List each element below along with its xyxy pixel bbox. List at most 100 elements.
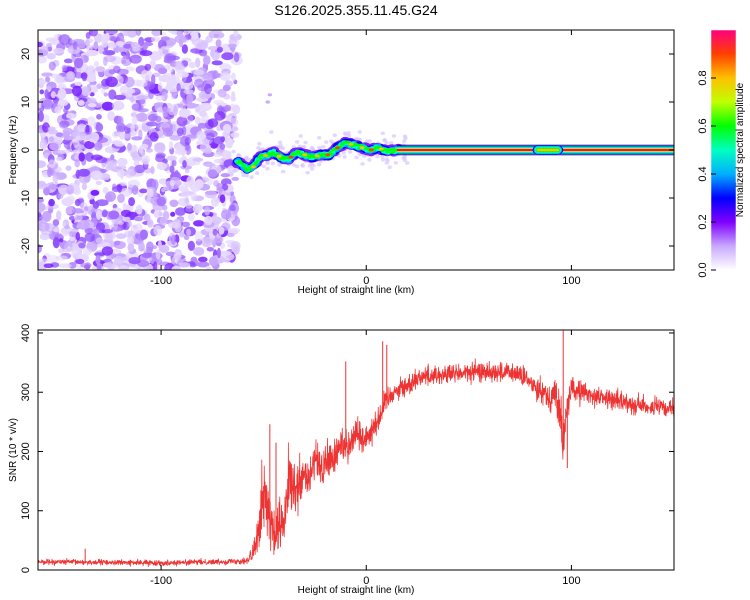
track-halo-speck bbox=[347, 150, 353, 154]
noise-speckle bbox=[126, 30, 138, 38]
noise-speckle bbox=[52, 227, 60, 233]
noise-speckle bbox=[158, 244, 170, 253]
track-band-blob bbox=[390, 147, 394, 151]
noise-speckle bbox=[159, 216, 168, 226]
noise-speckle bbox=[94, 142, 103, 151]
noise-speckle bbox=[93, 41, 99, 50]
y-tick-label: 400 bbox=[20, 324, 32, 342]
noise-speckle bbox=[119, 132, 125, 140]
noise-speckle bbox=[117, 193, 125, 203]
noise-speckle bbox=[182, 160, 187, 168]
noise-speckle bbox=[170, 179, 175, 187]
noise-speckle bbox=[86, 38, 94, 44]
noise-speckle bbox=[225, 80, 233, 87]
track-halo-speck bbox=[309, 145, 315, 150]
noise-speckle bbox=[78, 152, 85, 162]
noise-speckle bbox=[41, 223, 47, 232]
noise-speckle bbox=[117, 265, 130, 270]
noise-speckle bbox=[130, 97, 135, 103]
noise-speckle bbox=[157, 67, 168, 75]
noise-speckle bbox=[120, 51, 127, 57]
track-halo-speck bbox=[384, 161, 389, 165]
noise-speckle bbox=[145, 148, 154, 153]
track-halo-speck bbox=[393, 161, 398, 165]
colorbar-gradient bbox=[711, 30, 736, 270]
noise-speckle bbox=[50, 91, 56, 99]
noise-speckle bbox=[146, 188, 154, 199]
noise-speckle bbox=[232, 104, 241, 115]
noise-speckle bbox=[116, 169, 126, 178]
track-band-blob bbox=[255, 162, 259, 165]
track-halo-speck bbox=[389, 141, 394, 145]
noise-speckle bbox=[77, 220, 90, 230]
noise-speckle bbox=[95, 180, 103, 186]
noise-speckle bbox=[38, 55, 47, 64]
colorbar-tick-label: 0.0 bbox=[697, 262, 709, 277]
noise-speckle bbox=[168, 141, 174, 150]
y-tick-label: 100 bbox=[20, 502, 32, 520]
noise-speckle bbox=[203, 162, 216, 167]
noise-speckle bbox=[87, 97, 97, 104]
noise-speckle bbox=[92, 228, 101, 235]
noise-speckle bbox=[48, 159, 56, 169]
noise-speckle bbox=[215, 39, 222, 48]
noise-speckle bbox=[209, 238, 215, 243]
track-halo-speck bbox=[297, 144, 302, 149]
noise-speckle bbox=[218, 226, 225, 235]
noise-speckle bbox=[151, 36, 161, 43]
noise-speckle bbox=[38, 258, 49, 264]
noise-speckle bbox=[151, 30, 162, 37]
noise-speckle bbox=[146, 121, 158, 127]
noise-speckle bbox=[181, 44, 188, 54]
noise-speckle bbox=[138, 241, 145, 252]
noise-speckle bbox=[157, 82, 163, 92]
track-halo-speck bbox=[332, 133, 337, 137]
noise-speckle bbox=[43, 263, 54, 269]
noise-speckle bbox=[206, 78, 214, 85]
noise-speckle bbox=[55, 156, 63, 162]
noise-speckle bbox=[95, 66, 105, 73]
noise-speckle bbox=[52, 174, 59, 183]
track-band-blob bbox=[248, 168, 253, 171]
track-halo-speck bbox=[362, 154, 367, 158]
noise-speckle bbox=[69, 215, 76, 221]
track-band-blob bbox=[389, 151, 393, 154]
noise-speckle bbox=[216, 233, 222, 239]
noise-speckle bbox=[48, 208, 53, 214]
noise-speckle bbox=[224, 252, 235, 261]
noise-speckle bbox=[52, 47, 65, 54]
noise-speckle bbox=[38, 213, 43, 221]
noise-speckle bbox=[220, 72, 231, 82]
noise-speckle bbox=[111, 186, 121, 193]
noise-speckle bbox=[220, 209, 232, 220]
track-halo-speck bbox=[234, 168, 240, 172]
noise-speckle bbox=[147, 219, 154, 228]
noise-speckle bbox=[193, 220, 205, 227]
noise-speckle bbox=[72, 207, 84, 214]
noise-speckle bbox=[116, 68, 129, 76]
track-band-blob bbox=[246, 168, 250, 172]
noise-speckle bbox=[171, 159, 177, 167]
noise-speckle bbox=[85, 49, 99, 57]
noise-speckle bbox=[124, 168, 135, 179]
noise-speckle bbox=[92, 265, 98, 270]
track-hotspot bbox=[302, 153, 308, 157]
noise-speckle bbox=[54, 106, 62, 114]
noise-speckle bbox=[181, 189, 191, 198]
x-tick-label: -100 bbox=[150, 575, 172, 587]
noise-speckle bbox=[42, 210, 52, 222]
noise-speckle bbox=[103, 56, 108, 66]
peak-bump-blob bbox=[552, 148, 556, 152]
noise-speckle bbox=[55, 74, 63, 85]
noise-speckle bbox=[38, 197, 44, 204]
noise-speckle bbox=[154, 144, 166, 153]
track-halo-speck bbox=[278, 143, 283, 148]
noise-speckle bbox=[105, 76, 118, 88]
noise-speckle bbox=[227, 227, 241, 234]
noise-speckle bbox=[131, 150, 139, 159]
noise-speckle bbox=[61, 222, 67, 227]
noise-speckle bbox=[82, 76, 87, 82]
noise-speckle bbox=[214, 111, 226, 121]
noise-speckle bbox=[204, 83, 212, 95]
